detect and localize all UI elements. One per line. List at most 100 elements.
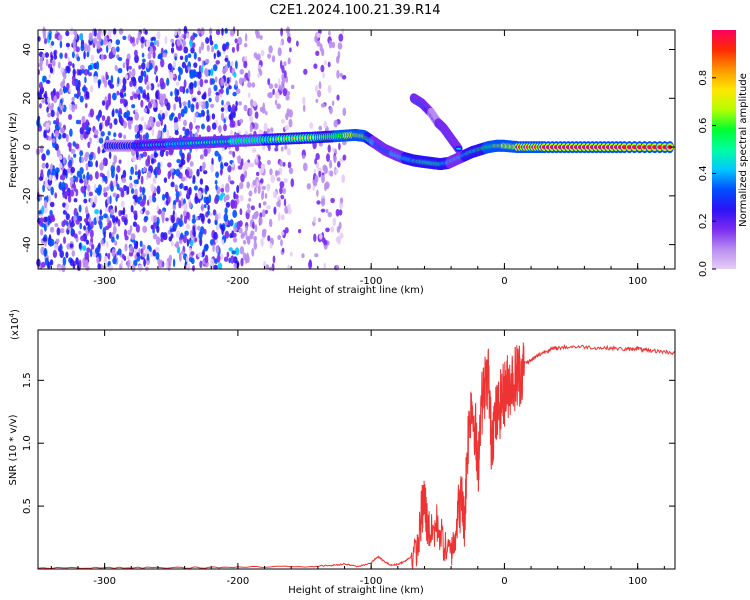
spectrogram-noise-speckle: [261, 230, 267, 238]
spectrogram-noise-speckle: [287, 32, 291, 38]
spectrogram-noise-speckle: [203, 148, 208, 157]
spectrogram-noise-speckle: [247, 203, 251, 210]
spectrogram-noise-speckle: [152, 176, 157, 184]
spectrogram-noise-speckle: [280, 27, 283, 37]
colorbar-tick-label: 0.8: [698, 70, 709, 86]
spectrogram-noise-speckle: [78, 242, 82, 250]
spectrogram-noise-speckle: [337, 235, 342, 245]
spectrogram-noise-speckle: [103, 35, 108, 42]
spectrogram-noise-speckle: [182, 39, 186, 48]
spectrogram-noise-speckle: [113, 179, 117, 187]
spectrogram-noise-speckle: [197, 57, 201, 62]
spectrogram-noise-speckle: [176, 39, 181, 47]
spectrogram-noise-speckle: [180, 197, 184, 207]
spectrogram-noise-speckle: [78, 204, 82, 213]
spectrogram-noise-speckle: [96, 32, 101, 40]
spectrogram-noise-speckle: [107, 93, 112, 101]
spectrogram-noise-speckle: [168, 254, 173, 263]
spectrogram-noise-speckle: [296, 40, 299, 47]
spectrogram-noise-speckle: [327, 84, 332, 94]
spectrogram-noise-speckle: [76, 170, 81, 178]
spectrogram-noise-speckle: [121, 98, 126, 104]
spectrogram-noise-speckle: [341, 28, 345, 35]
spectrogram-noise-speckle: [252, 179, 257, 186]
spectrogram-noise-speckle: [110, 164, 116, 173]
spectrogram-noise-speckle: [103, 232, 106, 239]
spectrogram-noise-speckle: [122, 207, 126, 216]
spectrogram-noise-speckle: [229, 29, 235, 37]
spectrogram-noise-speckle: [273, 206, 277, 215]
spectrogram-noise-speckle: [69, 177, 74, 182]
spectrogram-noise-speckle: [80, 186, 86, 193]
spectrogram-noise-speckle: [266, 183, 271, 190]
spectrogram-noise-speckle: [157, 162, 161, 170]
spectrogram-noise-speckle: [140, 42, 144, 49]
spectrogram-noise-speckle: [192, 214, 196, 220]
spectrogram-noise-speckle: [179, 86, 184, 93]
spectrogram-noise-speckle: [41, 53, 46, 59]
y-tick-label: -20: [22, 188, 33, 204]
spectrogram-noise-speckle: [341, 75, 347, 80]
spectrogram-noise-speckle: [118, 132, 123, 139]
spectrogram-noise-speckle: [278, 78, 281, 86]
spectrogram-noise-speckle: [108, 231, 112, 239]
spectrogram-noise-speckle: [226, 77, 230, 84]
spectrogram-noise-speckle: [117, 248, 122, 256]
spectrogram-noise-speckle: [151, 127, 155, 137]
spectrogram-noise-speckle: [165, 217, 169, 222]
spectrogram-noise-speckle: [62, 132, 67, 139]
spectrogram-noise-speckle: [93, 217, 97, 226]
spectrogram-noise-speckle: [313, 63, 318, 69]
spectrogram-noise-speckle: [160, 237, 164, 243]
spectrogram-noise-speckle: [45, 79, 51, 84]
spectrogram-noise-speckle: [160, 101, 165, 108]
spectrogram-noise-speckle: [181, 61, 186, 69]
spectrogram-noise-speckle: [257, 185, 261, 195]
spectrogram-noise-speckle: [206, 125, 211, 133]
spectrogram-noise-speckle: [105, 71, 108, 81]
spectrogram-noise-speckle: [58, 34, 63, 41]
spectrogram-noise-speckle: [39, 66, 43, 71]
spectrogram-noise-speckle: [161, 82, 166, 90]
spectrogram-noise-speckle: [136, 252, 140, 257]
spectrogram-noise-speckle: [308, 259, 312, 267]
spectrogram-noise-speckle: [97, 263, 101, 270]
spectrogram-noise-speckle: [104, 225, 110, 230]
spectrogram-noise-speckle: [51, 168, 56, 176]
spectrogram-noise-speckle: [178, 163, 183, 168]
spectrogram-noise-speckle: [108, 29, 112, 34]
spectrogram-noise-speckle: [86, 247, 91, 254]
spectrogram-noise-speckle: [150, 183, 155, 193]
spectrogram-noise-speckle: [116, 233, 119, 240]
spectrogram-noise-speckle: [145, 132, 149, 140]
spectrogram-noise-speckle: [146, 84, 150, 91]
spectrogram-noise-speckle: [47, 220, 50, 226]
spectrogram-noise-speckle: [207, 218, 211, 224]
spectrogram-noise-speckle: [138, 65, 142, 70]
spectrogram-noise-speckle: [128, 116, 133, 121]
spectrogram-noise-speckle: [239, 246, 245, 255]
spectrogram-noise-speckle: [99, 122, 103, 132]
spectrogram-noise-speckle: [79, 150, 84, 157]
spectrogram-noise-speckle: [218, 212, 221, 220]
spectrogram-noise-speckle: [259, 216, 263, 225]
spectrogram-noise-speckle: [86, 209, 89, 215]
spectrogram-noise-speckle: [113, 154, 118, 164]
spectrogram-noise-speckle: [103, 187, 107, 194]
spectrogram-noise-speckle: [313, 168, 317, 173]
spectrogram-noise-speckle: [278, 84, 282, 91]
spectrogram-noise-speckle: [83, 225, 86, 231]
spectrogram-noise-speckle: [243, 60, 248, 69]
spectrogram-noise-speckle: [239, 208, 243, 216]
spectrogram-noise-speckle: [183, 215, 188, 224]
spectrogram-noise-speckle: [190, 47, 195, 54]
spectrogram-noise-speckle: [156, 236, 161, 246]
spectrogram-noise-speckle: [55, 172, 59, 180]
spectrogram-noise-speckle: [266, 159, 271, 166]
y-tick-label: -40: [22, 236, 33, 252]
spectrogram-noise-speckle: [240, 257, 244, 267]
spectrogram-noise-speckle: [313, 216, 317, 223]
x-tick-label: -200: [227, 276, 250, 287]
spectrogram-noise-speckle: [287, 36, 292, 43]
spectrogram-y-label: Frequency (Hz): [8, 112, 19, 188]
